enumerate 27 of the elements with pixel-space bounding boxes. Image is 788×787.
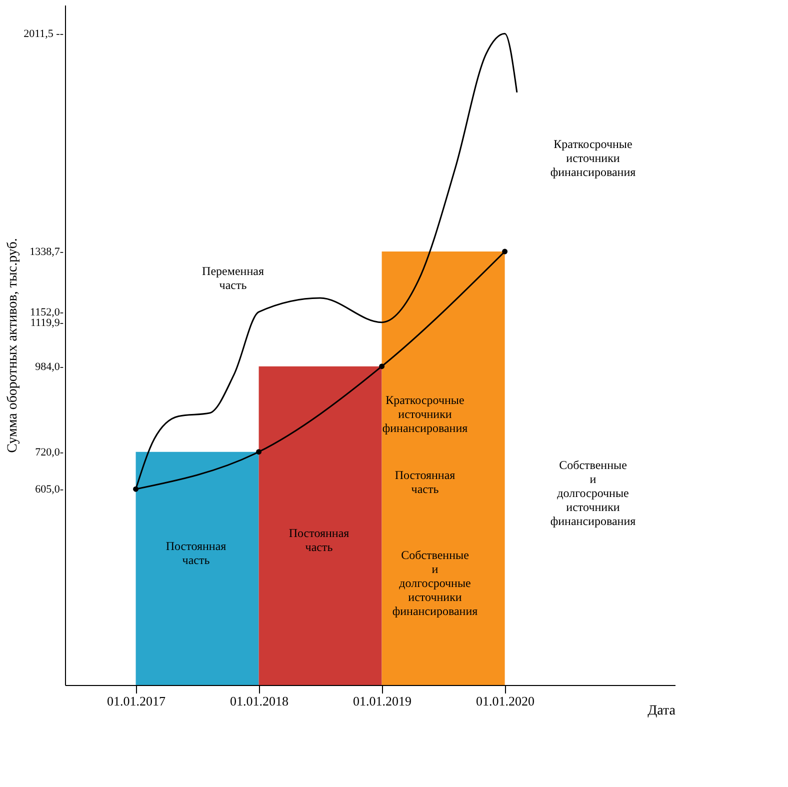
y-tick-label: 1152,0-: [30, 306, 64, 318]
bar: [258, 366, 382, 685]
annotation: Переменная часть: [202, 264, 264, 292]
point: [256, 449, 262, 455]
x-tick-label: 01.01.2017: [107, 694, 166, 708]
y-tick-label: 720,0-: [35, 446, 64, 458]
annotation: Собственные и долгосрочные источники финансирования: [550, 458, 636, 528]
y-tick-label: 1119,9-: [30, 316, 64, 329]
y-tick-label: 1338,7-: [30, 246, 64, 258]
x-tick-label: 01.01.2019: [353, 694, 412, 708]
x-tick-label: 01.01.2018: [230, 694, 289, 708]
point: [379, 364, 385, 370]
bar: [382, 252, 505, 685]
annotation: Краткосрочные источники финансирования: [382, 393, 468, 435]
y-tick-label: 2011,5 --: [24, 28, 64, 40]
x-tick-label: 01.01.2020: [476, 694, 535, 708]
point: [502, 248, 508, 254]
annotation: Краткосрочные источники финансирования: [550, 137, 636, 179]
y-axis-title: Сумма оборотных активов, тыс.руб.: [6, 238, 21, 453]
y-tick-label: 984,0-: [35, 360, 64, 373]
annotation: Постоянная часть: [166, 539, 227, 567]
bar: [136, 452, 259, 685]
annotation: Постоянная часть: [288, 526, 350, 554]
x-axis-title: Дата: [648, 704, 676, 718]
annotation: Постоянная часть: [394, 468, 456, 496]
annotation: Собственные и долгосрочные источники финансирования: [392, 548, 478, 618]
y-tick-label: 605,0-: [35, 484, 64, 496]
